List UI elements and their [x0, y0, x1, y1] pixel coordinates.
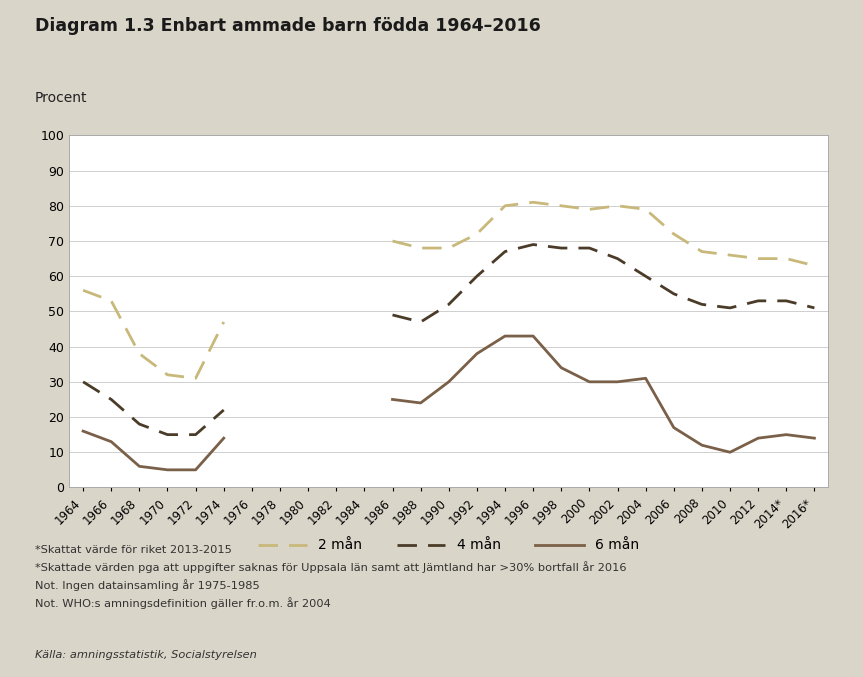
2 mån: [106, 297, 117, 305]
Line: 2 mån: 2 mån: [83, 290, 224, 378]
2 mån: [134, 349, 144, 357]
Line: 4 mån: 4 mån: [83, 382, 224, 435]
Line: 6 mån: 6 mån: [83, 431, 224, 470]
Text: Diagram 1.3 Enbart ammade barn födda 1964–2016: Diagram 1.3 Enbart ammade barn födda 196…: [35, 17, 540, 35]
4 mån: [106, 395, 117, 403]
Text: *Skattat värde för riket 2013-2015
*Skattade värden pga att uppgifter saknas för: *Skattat värde för riket 2013-2015 *Skat…: [35, 545, 626, 609]
6 mån: [218, 434, 229, 442]
Text: Procent: Procent: [35, 91, 87, 106]
4 mån: [78, 378, 88, 386]
6 mån: [78, 427, 88, 435]
4 mån: [134, 420, 144, 428]
6 mån: [191, 466, 201, 474]
Legend: 2 mån, 4 mån, 6 mån: 2 mån, 4 mån, 6 mån: [253, 533, 645, 558]
4 mån: [162, 431, 173, 439]
2 mån: [162, 371, 173, 379]
2 mån: [191, 374, 201, 383]
2 mån: [78, 286, 88, 294]
4 mån: [191, 431, 201, 439]
2 mån: [218, 318, 229, 326]
Text: Källa: amningsstatistik, Socialstyrelsen: Källa: amningsstatistik, Socialstyrelsen: [35, 650, 256, 660]
6 mån: [162, 466, 173, 474]
4 mån: [218, 406, 229, 414]
6 mån: [106, 437, 117, 445]
6 mån: [134, 462, 144, 471]
